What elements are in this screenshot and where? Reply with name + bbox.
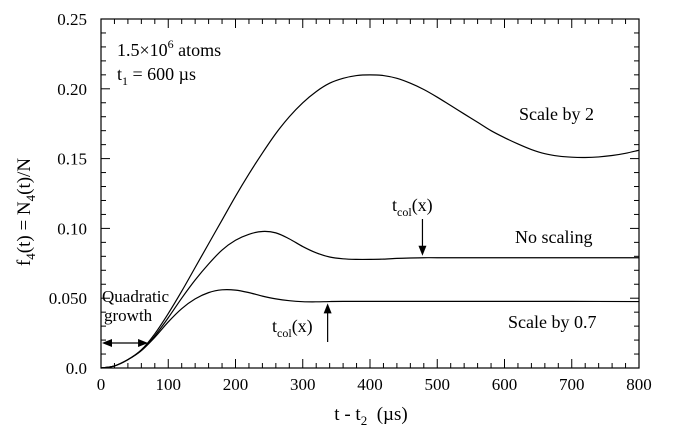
y-tick-label: 0.15 (57, 150, 87, 169)
tcol-upper-label: tcol(x) (392, 195, 433, 219)
y-tick-label: 0.20 (57, 80, 87, 99)
x-tick-label: 400 (357, 375, 383, 394)
atoms-annotation: 1.5×106 atoms (117, 37, 221, 60)
t1-annotation: t1 = 600 µs (117, 64, 196, 88)
x-tick-label: 700 (559, 375, 585, 394)
quadratic-arrowhead-left (102, 339, 112, 347)
x-axis-label: t - t2 (µs) (334, 404, 407, 428)
quadratic-label-line2: growth (104, 306, 153, 325)
y-tick-label: 0.10 (57, 219, 87, 238)
x-tick-label: 300 (290, 375, 316, 394)
x-tick-label: 0 (97, 375, 106, 394)
y-tick-label: 0.050 (49, 289, 87, 308)
series-label-scale-by-0-7: Scale by 0.7 (508, 312, 596, 332)
series-label-scale-by-2: Scale by 2 (519, 104, 594, 124)
tcol-upper-arrowhead (418, 245, 427, 256)
series-line-no-scaling (100, 230, 639, 369)
x-tick-label: 200 (223, 375, 249, 394)
x-tick-label: 100 (156, 375, 182, 394)
quadratic-label-line1: Quadratic (102, 287, 169, 306)
plot-area: 0 100 200 300 400 500 600 700 800 0.0 0.050 0.10 0.1… (49, 10, 652, 394)
series-label-no-scaling: No scaling (515, 227, 592, 247)
tcol-lower-arrowhead (323, 303, 332, 314)
x-tick-label: 800 (626, 375, 652, 394)
y-tick-label: 0.25 (57, 10, 87, 29)
quadratic-arrowhead-right (138, 339, 149, 347)
tcol-lower-label: tcol(x) (272, 316, 313, 340)
y-axis-label: f4(t) = N4(t)/N (14, 158, 38, 266)
x-tick-label: 600 (492, 375, 518, 394)
x-tick-label: 500 (425, 375, 451, 394)
series-line-scale-by-0-7 (100, 289, 640, 369)
y-tick-label: 0.0 (66, 359, 87, 378)
series-line-scale-by-2 (100, 74, 640, 369)
